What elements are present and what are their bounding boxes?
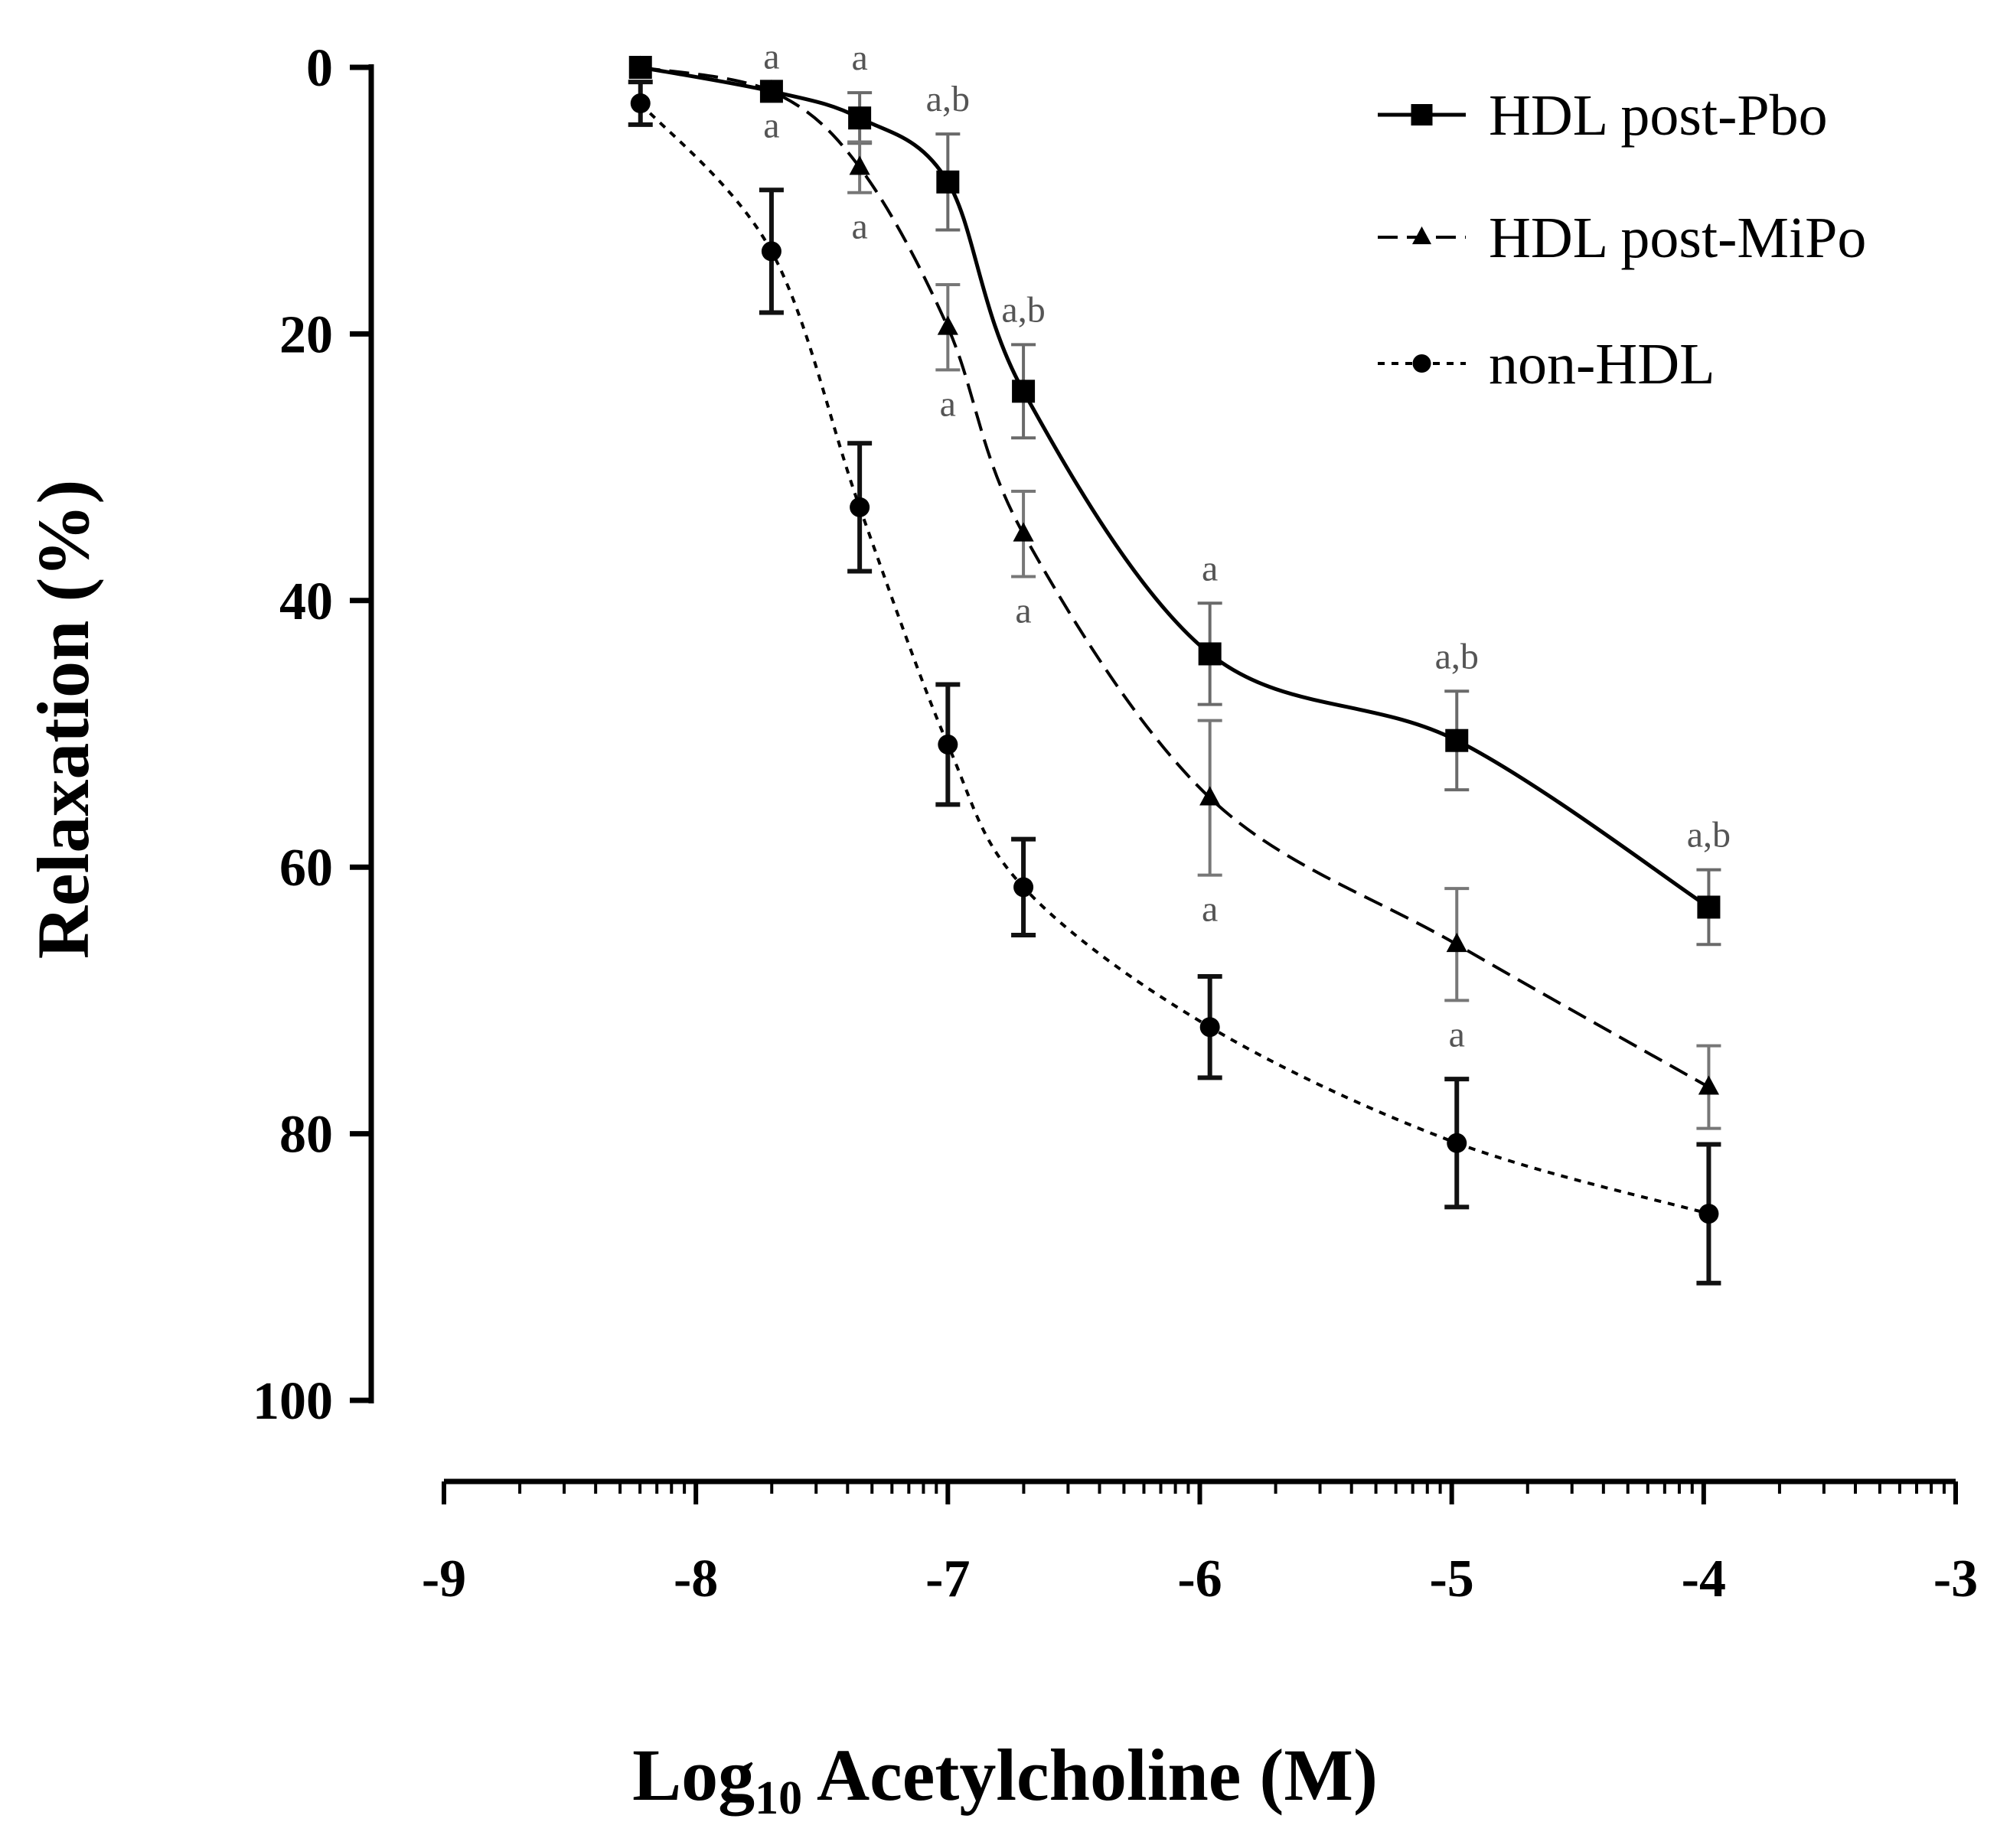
marker-triangle xyxy=(1411,226,1432,245)
marker-square xyxy=(848,106,872,130)
marker-triangle xyxy=(1199,786,1221,806)
legend-label: HDL post-Pbo xyxy=(1489,83,1828,148)
x-tick-label: -7 xyxy=(925,1550,970,1608)
legend-label: HDL post-MiPo xyxy=(1489,206,1866,270)
marker-square xyxy=(936,170,960,194)
x-tick-label: -5 xyxy=(1430,1550,1474,1608)
series-non-hdl xyxy=(628,80,1721,1286)
marker-square xyxy=(1411,104,1433,125)
legend-item: HDL post-MiPo xyxy=(1378,206,1866,270)
marker-circle xyxy=(1447,1133,1467,1153)
significance-label: a,b xyxy=(1687,815,1731,856)
series-line xyxy=(640,65,1710,909)
x-tick-label: -6 xyxy=(1177,1550,1222,1608)
y-tick-label: 20 xyxy=(279,305,333,364)
marker-triangle xyxy=(1013,522,1034,542)
significance-label: a,b xyxy=(1001,289,1045,330)
marker-triangle xyxy=(937,315,958,335)
x-axis-label: Log10 Acetylcholine (M) xyxy=(632,1734,1378,1824)
marker-circle xyxy=(938,734,958,755)
significance-label: a xyxy=(940,383,956,424)
marker-square xyxy=(1198,642,1222,666)
y-tick-label: 100 xyxy=(253,1372,333,1431)
x-axis-label-suffix: Acetylcholine (M) xyxy=(802,1734,1378,1816)
series-hdl-post-mipo: a a a a a a xyxy=(630,55,1721,1130)
series-hdl-post-pbo: a aa,ba,baa,ba,b xyxy=(628,36,1731,947)
legend-item: HDL post-Pbo xyxy=(1378,83,1828,148)
significance-label: a xyxy=(1449,1014,1465,1054)
marker-circle xyxy=(1013,877,1034,898)
significance-label: a,b xyxy=(926,79,970,119)
marker-circle xyxy=(850,497,870,517)
y-tick-label: 60 xyxy=(279,839,333,898)
significance-label: a xyxy=(851,207,867,247)
marker-circle xyxy=(630,93,651,114)
significance-label: a xyxy=(1202,548,1218,588)
x-tick-label: -8 xyxy=(674,1550,718,1608)
marker-circle xyxy=(1412,354,1431,373)
x-axis-label-subscript: 10 xyxy=(755,1772,802,1824)
significance-label: a,b xyxy=(1435,636,1479,676)
marker-circle xyxy=(1698,1204,1719,1224)
marker-circle xyxy=(761,241,781,262)
y-axis-label: Relaxation (%) xyxy=(22,480,104,960)
marker-triangle xyxy=(1698,1075,1720,1095)
marker-square xyxy=(1697,895,1721,919)
y-tick-label: 40 xyxy=(279,572,333,631)
marker-circle xyxy=(1199,1017,1220,1038)
x-tick-label: -4 xyxy=(1682,1550,1726,1608)
marker-triangle xyxy=(1446,932,1467,953)
legend: HDL post-Pbo HDL post-MiPo non-HDL xyxy=(1378,83,1866,396)
marker-triangle xyxy=(849,155,870,175)
marker-square xyxy=(1445,728,1469,752)
significance-label: a xyxy=(1015,590,1031,631)
significance-label: a xyxy=(763,105,779,145)
y-tick-label: 0 xyxy=(306,39,333,98)
axes: 0 20 40 60 80 100 -9 -8 -7 -6 -5 -4 -3 xyxy=(253,39,1978,1608)
y-tick-label: 80 xyxy=(279,1106,333,1165)
significance-label: a xyxy=(763,36,779,77)
x-tick-label: -3 xyxy=(1933,1550,1978,1608)
marker-square xyxy=(1012,380,1036,403)
legend-item: non-HDL xyxy=(1378,332,1715,396)
marker-triangle xyxy=(630,55,651,75)
significance-label: a xyxy=(851,37,867,78)
legend-label: non-HDL xyxy=(1489,332,1715,396)
significance-label: a xyxy=(1202,889,1218,930)
x-axis-label-prefix: Log xyxy=(632,1734,755,1816)
marker-triangle xyxy=(761,80,782,99)
x-tick-label: -9 xyxy=(422,1550,466,1608)
